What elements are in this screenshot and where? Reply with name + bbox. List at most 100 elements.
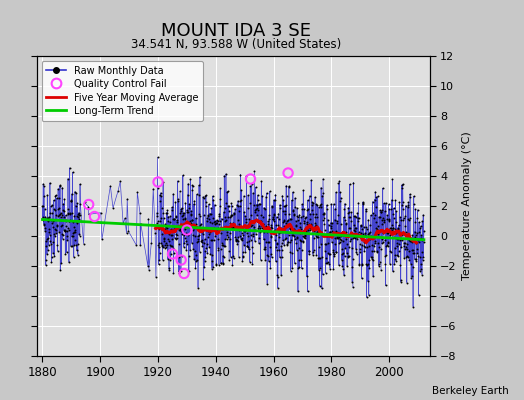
Point [414, 292, 423, 298]
Point [314, 267, 323, 273]
Point [161, 224, 170, 230]
Point [156, 250, 164, 256]
Text: Berkeley Earth: Berkeley Earth [432, 386, 508, 396]
Point [41, 257, 50, 264]
Point [62, 212, 70, 218]
Point [242, 216, 250, 222]
Point [387, 229, 396, 235]
Point [365, 257, 373, 263]
Point [395, 199, 403, 206]
Point [190, 198, 199, 204]
Point [168, 207, 177, 213]
Point [235, 221, 244, 228]
Point [296, 230, 304, 236]
Point [363, 226, 371, 232]
Point [180, 210, 188, 216]
Point [261, 194, 270, 200]
Point [175, 254, 183, 261]
Point [299, 213, 308, 220]
Point [277, 272, 285, 278]
Point [293, 205, 301, 212]
Point [200, 264, 208, 270]
Point [224, 214, 233, 220]
Point [274, 247, 282, 254]
Point [411, 234, 419, 240]
Point [241, 248, 249, 255]
Point [356, 240, 364, 247]
Point [44, 234, 52, 241]
Point [258, 222, 266, 228]
Point [167, 251, 175, 257]
Point [63, 210, 72, 217]
Point [66, 211, 74, 218]
Point [54, 205, 63, 211]
Point [406, 191, 414, 197]
Point [162, 244, 170, 250]
Point [310, 222, 319, 229]
Point [190, 224, 198, 231]
Point [295, 263, 303, 270]
Point [330, 251, 339, 257]
Point [332, 249, 341, 255]
Point [166, 257, 174, 263]
Point [67, 197, 75, 203]
Point [202, 245, 211, 251]
Point [277, 224, 285, 231]
Point [183, 227, 191, 233]
Point [193, 233, 202, 239]
Point [239, 223, 248, 229]
Point [302, 228, 311, 235]
Point [53, 206, 62, 212]
Point [312, 251, 321, 258]
Point [45, 242, 53, 248]
Point [355, 246, 364, 252]
Point [193, 224, 201, 230]
Point [174, 268, 183, 275]
Point [307, 224, 315, 231]
Point [123, 196, 132, 202]
Point [66, 217, 74, 223]
Point [282, 182, 290, 189]
Point [398, 201, 407, 208]
Point [53, 223, 61, 229]
Point [320, 210, 329, 217]
Point [325, 250, 334, 257]
Point [200, 195, 208, 202]
Point [305, 248, 313, 254]
Point [407, 238, 415, 244]
Point [250, 227, 258, 234]
Point [220, 254, 228, 260]
Point [243, 230, 251, 236]
Point [320, 221, 329, 228]
Point [315, 204, 323, 210]
Point [323, 206, 331, 212]
Point [389, 268, 397, 274]
Point [191, 248, 199, 254]
Point [67, 198, 75, 204]
Point [43, 192, 51, 198]
Point [273, 272, 281, 278]
Point [248, 222, 256, 228]
Point [350, 227, 358, 234]
Point [406, 194, 414, 200]
Point [306, 225, 314, 232]
Point [301, 233, 309, 239]
Point [189, 232, 198, 238]
Point [183, 240, 191, 247]
Point [351, 213, 359, 220]
Point [96, 210, 105, 216]
Point [267, 222, 276, 228]
Point [361, 244, 369, 250]
Point [45, 229, 53, 236]
Point [274, 222, 282, 228]
Point [292, 222, 300, 228]
Point [170, 216, 179, 222]
Point [158, 242, 166, 248]
Point [255, 240, 263, 246]
Point [263, 252, 271, 258]
Point [158, 230, 166, 237]
Point [301, 232, 309, 238]
Point [405, 237, 413, 243]
Point [169, 191, 178, 197]
Point [59, 232, 67, 238]
